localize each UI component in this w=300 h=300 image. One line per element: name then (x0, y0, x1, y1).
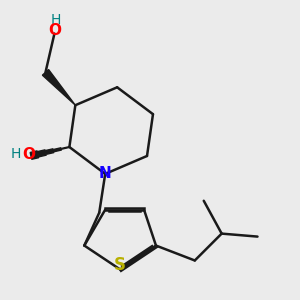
Polygon shape (46, 149, 54, 154)
Text: H: H (11, 148, 21, 161)
Text: O: O (48, 23, 61, 38)
Polygon shape (30, 151, 39, 159)
Text: N: N (99, 167, 112, 182)
Text: O: O (22, 147, 36, 162)
Polygon shape (62, 147, 69, 149)
Polygon shape (54, 148, 62, 152)
Polygon shape (42, 70, 75, 105)
Text: S: S (114, 256, 126, 274)
Text: H: H (51, 13, 61, 27)
Polygon shape (38, 150, 46, 157)
